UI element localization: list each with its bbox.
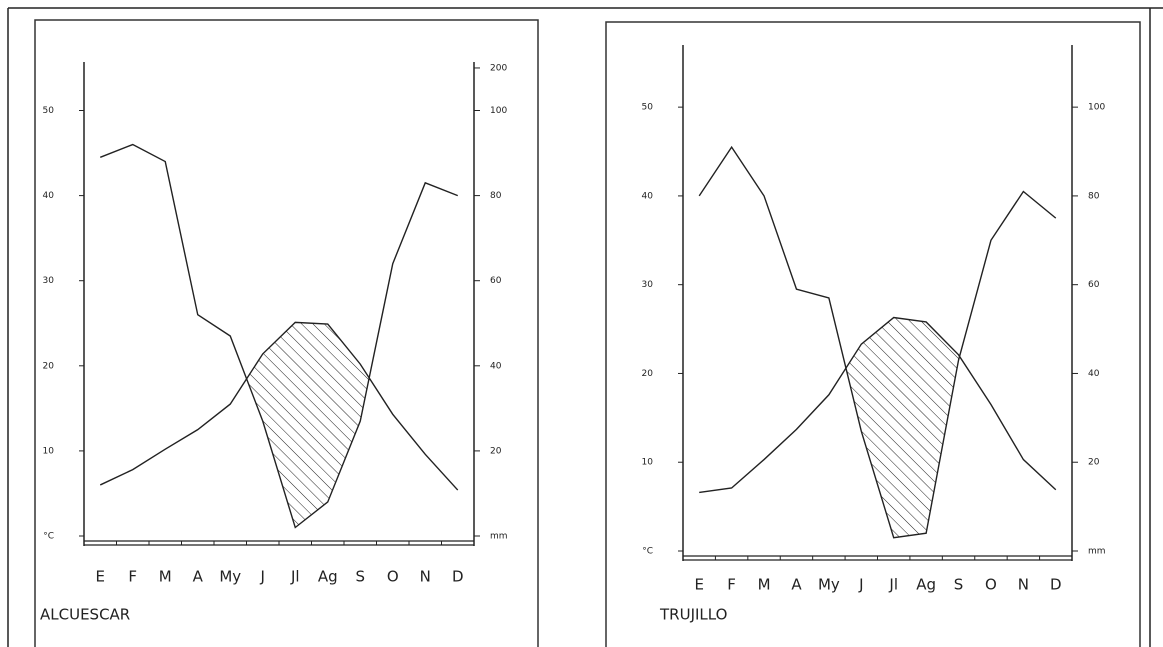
- x-tick-label: J: [858, 576, 863, 594]
- y2-tick-label: 80: [1088, 191, 1100, 201]
- x-tick-label: E: [694, 576, 703, 594]
- y-tick-label: 30: [642, 280, 654, 290]
- series-line: [99, 143, 459, 529]
- x-tick-label: S: [954, 576, 964, 594]
- x-tick-label: A: [791, 576, 802, 594]
- y-tick-label: 30: [43, 276, 55, 286]
- y2-tick-label: mm: [490, 532, 508, 542]
- panel-frame: [34, 19, 539, 647]
- x-tick-label: O: [387, 568, 399, 586]
- y2-tick-label: 200: [490, 63, 507, 73]
- x-tick-label: F: [727, 576, 736, 594]
- x-tick-label: O: [985, 576, 997, 594]
- x-tick-label: A: [193, 568, 204, 586]
- series-line: [698, 145, 1057, 539]
- x-tick-label: Ag: [916, 576, 936, 594]
- y2-tick-label: 100: [1088, 103, 1105, 113]
- x-tick-label: N: [1018, 576, 1029, 594]
- y2-tick-label: 40: [490, 361, 502, 371]
- x-tick-label: D: [1050, 576, 1062, 594]
- series-line: [699, 316, 1057, 494]
- y2-tick-label: 20: [490, 446, 502, 456]
- x-tick-label: My: [818, 576, 840, 594]
- y2-tick-label: mm: [1088, 547, 1106, 557]
- y-tick-label: 50: [43, 106, 55, 116]
- y-tick-label: 20: [43, 361, 55, 371]
- x-tick-label: F: [128, 568, 137, 586]
- x-tick-label: M: [159, 568, 172, 586]
- x-tick-label: M: [758, 576, 771, 594]
- x-tick-label: D: [452, 568, 464, 586]
- x-tick-label: S: [355, 568, 365, 586]
- x-tick-label: E: [96, 568, 105, 586]
- x-tick-label: Jl: [290, 568, 300, 586]
- x-tick-label: My: [219, 568, 241, 586]
- y-tick-label: 20: [642, 369, 654, 379]
- y-tick-label: 40: [642, 191, 654, 201]
- station-name: TRUJILLO: [659, 606, 727, 624]
- y2-tick-label: 40: [1088, 369, 1100, 379]
- y-tick-label: °C: [43, 532, 54, 542]
- x-tick-label: Ag: [318, 568, 338, 586]
- y2-tick-label: 100: [490, 106, 507, 116]
- dry-season-area: [845, 317, 960, 538]
- y2-tick-label: 60: [490, 276, 502, 286]
- series-line: [99, 321, 459, 491]
- y2-tick-label: 60: [1088, 280, 1100, 290]
- y-tick-label: 50: [642, 103, 654, 113]
- panel-frame: [605, 21, 1141, 647]
- dry-season-area: [246, 322, 370, 528]
- y-tick-label: °C: [642, 547, 653, 557]
- y-tick-label: 40: [43, 191, 55, 201]
- x-tick-label: Jl: [888, 576, 898, 594]
- y2-tick-label: 20: [1088, 458, 1100, 468]
- y2-tick-label: 80: [490, 191, 502, 201]
- x-tick-label: J: [260, 568, 265, 586]
- station-name: ALCUESCAR: [40, 606, 130, 624]
- x-tick-label: N: [420, 568, 431, 586]
- y-tick-label: 10: [43, 446, 55, 456]
- y-tick-label: 10: [642, 458, 654, 468]
